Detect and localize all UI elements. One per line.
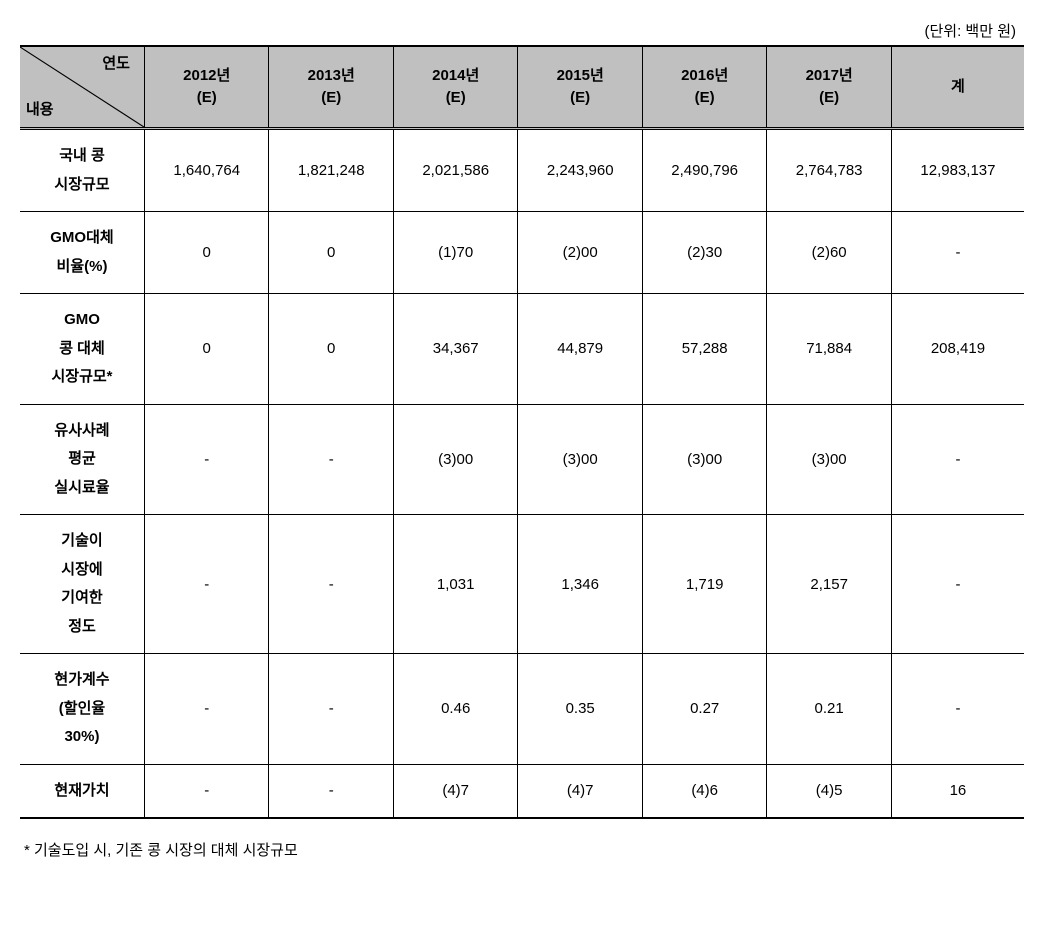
cell: - xyxy=(891,404,1024,515)
cell: 0 xyxy=(269,212,393,294)
cell: (3)00 xyxy=(393,404,517,515)
year-header: 2015년(E) xyxy=(518,46,642,129)
cell: (2)30 xyxy=(642,212,766,294)
cell: (4)6 xyxy=(642,764,766,818)
row-label: 현가계수(할인율30%) xyxy=(20,654,144,765)
cell: 2,021,586 xyxy=(393,129,517,212)
footnote: * 기술도입 시, 기존 콩 시장의 대체 시장규모 xyxy=(20,839,1024,860)
cell: 0 xyxy=(144,294,268,405)
cell: 1,346 xyxy=(518,515,642,654)
table-header-row: 연도 내용 2012년(E) 2013년(E) 2014년(E) 2015년(E… xyxy=(20,46,1024,129)
row-label: 국내 콩시장규모 xyxy=(20,129,144,212)
year-header: 2016년(E) xyxy=(642,46,766,129)
row-label: 기술이시장에기여한정도 xyxy=(20,515,144,654)
table-row: 기술이시장에기여한정도 - - 1,031 1,346 1,719 2,157 … xyxy=(20,515,1024,654)
cell: 34,367 xyxy=(393,294,517,405)
cell: - xyxy=(144,404,268,515)
row-label: GMO대체비율(%) xyxy=(20,212,144,294)
total-header: 계 xyxy=(891,46,1024,129)
cell: - xyxy=(144,515,268,654)
cell: 0 xyxy=(144,212,268,294)
cell: 2,157 xyxy=(767,515,891,654)
cell: (4)5 xyxy=(767,764,891,818)
cell: (3)00 xyxy=(767,404,891,515)
cell: 12,983,137 xyxy=(891,129,1024,212)
cell: - xyxy=(144,654,268,765)
cell: - xyxy=(269,654,393,765)
cell: 1,031 xyxy=(393,515,517,654)
cell: 1,640,764 xyxy=(144,129,268,212)
cell: 208,419 xyxy=(891,294,1024,405)
year-header: 2017년(E) xyxy=(767,46,891,129)
unit-label: (단위: 백만 원) xyxy=(20,20,1024,41)
cell: - xyxy=(269,404,393,515)
table-row: 현재가치 - - (4)7 (4)7 (4)6 (4)5 16 xyxy=(20,764,1024,818)
data-table: 연도 내용 2012년(E) 2013년(E) 2014년(E) 2015년(E… xyxy=(20,45,1024,819)
cell: 1,719 xyxy=(642,515,766,654)
cell: - xyxy=(891,212,1024,294)
cell: (2)00 xyxy=(518,212,642,294)
cell: 16 xyxy=(891,764,1024,818)
year-header: 2013년(E) xyxy=(269,46,393,129)
cell: 2,243,960 xyxy=(518,129,642,212)
cell: - xyxy=(269,764,393,818)
table-row: 유사사례평균실시료율 - - (3)00 (3)00 (3)00 (3)00 - xyxy=(20,404,1024,515)
cell: (4)7 xyxy=(518,764,642,818)
cell: (4)7 xyxy=(393,764,517,818)
table-row: GMO대체비율(%) 0 0 (1)70 (2)00 (2)30 (2)60 - xyxy=(20,212,1024,294)
diagonal-top-label: 연도 xyxy=(102,53,130,76)
year-header: 2014년(E) xyxy=(393,46,517,129)
row-label: GMO콩 대체시장규모* xyxy=(20,294,144,405)
cell: 1,821,248 xyxy=(269,129,393,212)
cell: 0 xyxy=(269,294,393,405)
year-header: 2012년(E) xyxy=(144,46,268,129)
diagonal-header-cell: 연도 내용 xyxy=(20,46,144,129)
cell: (1)70 xyxy=(393,212,517,294)
cell: 2,764,783 xyxy=(767,129,891,212)
cell: 0.27 xyxy=(642,654,766,765)
cell: 2,490,796 xyxy=(642,129,766,212)
cell: (3)00 xyxy=(518,404,642,515)
cell: - xyxy=(144,764,268,818)
cell: - xyxy=(269,515,393,654)
row-label: 유사사례평균실시료율 xyxy=(20,404,144,515)
diagonal-bottom-label: 내용 xyxy=(26,99,54,122)
cell: 0.35 xyxy=(518,654,642,765)
table-row: 현가계수(할인율30%) - - 0.46 0.35 0.27 0.21 - xyxy=(20,654,1024,765)
cell: 0.21 xyxy=(767,654,891,765)
cell: 57,288 xyxy=(642,294,766,405)
table-row: GMO콩 대체시장규모* 0 0 34,367 44,879 57,288 71… xyxy=(20,294,1024,405)
cell: (2)60 xyxy=(767,212,891,294)
cell: - xyxy=(891,654,1024,765)
table-row: 국내 콩시장규모 1,640,764 1,821,248 2,021,586 2… xyxy=(20,129,1024,212)
cell: (3)00 xyxy=(642,404,766,515)
cell: 44,879 xyxy=(518,294,642,405)
cell: - xyxy=(891,515,1024,654)
cell: 71,884 xyxy=(767,294,891,405)
cell: 0.46 xyxy=(393,654,517,765)
row-label: 현재가치 xyxy=(20,764,144,818)
